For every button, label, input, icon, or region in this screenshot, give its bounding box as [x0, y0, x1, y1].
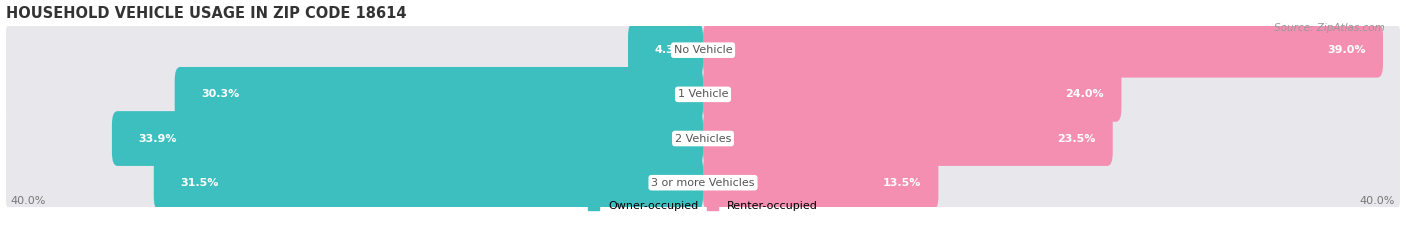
FancyBboxPatch shape — [6, 23, 1400, 78]
FancyBboxPatch shape — [153, 155, 703, 210]
FancyBboxPatch shape — [703, 155, 938, 210]
Text: 30.3%: 30.3% — [201, 89, 239, 99]
FancyBboxPatch shape — [6, 155, 1400, 210]
Text: 31.5%: 31.5% — [180, 178, 218, 188]
FancyBboxPatch shape — [174, 67, 703, 122]
Text: 4.3%: 4.3% — [654, 45, 685, 55]
Text: Source: ZipAtlas.com: Source: ZipAtlas.com — [1274, 23, 1385, 33]
Text: No Vehicle: No Vehicle — [673, 45, 733, 55]
FancyBboxPatch shape — [6, 67, 1400, 122]
Text: 3 or more Vehicles: 3 or more Vehicles — [651, 178, 755, 188]
Text: 13.5%: 13.5% — [883, 178, 921, 188]
Text: 40.0%: 40.0% — [11, 196, 46, 206]
Text: 33.9%: 33.9% — [138, 134, 177, 144]
Text: 40.0%: 40.0% — [1360, 196, 1395, 206]
Text: 23.5%: 23.5% — [1057, 134, 1095, 144]
Legend: Owner-occupied, Renter-occupied: Owner-occupied, Renter-occupied — [583, 197, 823, 216]
Text: 1 Vehicle: 1 Vehicle — [678, 89, 728, 99]
Text: 2 Vehicles: 2 Vehicles — [675, 134, 731, 144]
FancyBboxPatch shape — [112, 111, 703, 166]
Text: HOUSEHOLD VEHICLE USAGE IN ZIP CODE 18614: HOUSEHOLD VEHICLE USAGE IN ZIP CODE 1861… — [6, 6, 406, 21]
Text: 39.0%: 39.0% — [1327, 45, 1365, 55]
FancyBboxPatch shape — [703, 67, 1122, 122]
FancyBboxPatch shape — [703, 23, 1384, 78]
FancyBboxPatch shape — [6, 111, 1400, 166]
FancyBboxPatch shape — [628, 23, 703, 78]
Text: 24.0%: 24.0% — [1066, 89, 1104, 99]
FancyBboxPatch shape — [703, 111, 1112, 166]
